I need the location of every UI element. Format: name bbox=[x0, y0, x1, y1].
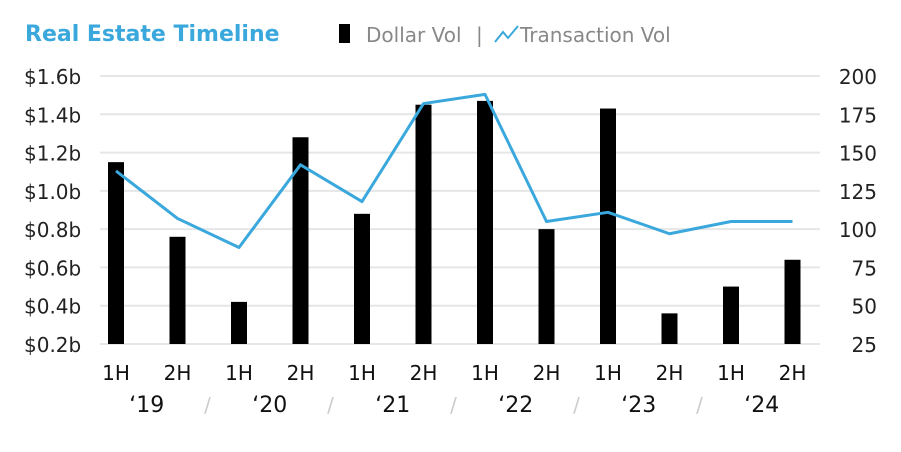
right-axis-tick: 175 bbox=[839, 103, 877, 127]
x-tick-year: ‘23 bbox=[621, 393, 656, 418]
x-tick-year: ‘22 bbox=[498, 393, 533, 418]
bar-dollar-vol bbox=[784, 259, 801, 344]
left-axis-tick: $1.6b bbox=[24, 65, 81, 89]
left-axis-tick: $0.6b bbox=[24, 256, 81, 280]
x-tick-half: 2H bbox=[410, 361, 438, 385]
right-axis-tick: 200 bbox=[839, 65, 877, 89]
legend-label-dollar-vol: Dollar Vol bbox=[366, 23, 462, 47]
bar-dollar-vol bbox=[169, 236, 186, 344]
legend-bar-swatch bbox=[339, 24, 350, 43]
left-axis-tick: $1.4b bbox=[24, 103, 81, 127]
year-separator: / bbox=[204, 393, 211, 417]
right-axis-tick: 75 bbox=[852, 256, 877, 280]
right-axis-tick: 125 bbox=[839, 180, 877, 204]
bar-dollar-vol bbox=[231, 301, 247, 344]
x-tick-year: ‘24 bbox=[744, 393, 779, 418]
x-tick-half: 2H bbox=[779, 361, 807, 385]
chart-title: Real Estate Timeline bbox=[25, 22, 280, 47]
bar-dollar-vol bbox=[661, 313, 678, 344]
legend-separator: | bbox=[476, 23, 483, 47]
bar-dollar-vol bbox=[108, 162, 124, 344]
bar-dollar-vol bbox=[477, 100, 493, 344]
x-tick-year: ‘20 bbox=[252, 393, 287, 418]
bar-dollar-vol bbox=[723, 286, 739, 344]
x-tick-half: 1H bbox=[102, 361, 130, 385]
right-axis-tick: 100 bbox=[839, 218, 877, 242]
x-tick-half: 2H bbox=[656, 361, 684, 385]
right-axis-tick: 50 bbox=[852, 295, 877, 319]
year-separator: / bbox=[327, 393, 334, 417]
left-axis-tick: $0.8b bbox=[24, 218, 81, 242]
year-separator: / bbox=[450, 393, 457, 417]
bar-dollar-vol bbox=[292, 137, 309, 344]
legend-line-swatch bbox=[494, 25, 519, 43]
right-axis-tick: 150 bbox=[839, 142, 877, 166]
left-axis-tick: $0.2b bbox=[24, 333, 81, 357]
x-tick-year: ‘21 bbox=[375, 393, 410, 418]
line-transaction-vol bbox=[115, 92, 793, 250]
x-tick-year: ‘19 bbox=[129, 393, 164, 418]
x-tick-half: 1H bbox=[594, 361, 622, 385]
x-tick-half: 2H bbox=[164, 361, 192, 385]
bar-dollar-vol bbox=[538, 229, 555, 344]
bar-dollar-vol bbox=[600, 108, 616, 345]
year-separator: / bbox=[696, 393, 703, 417]
right-axis-tick: 25 bbox=[852, 333, 877, 357]
bar-dollar-vol bbox=[354, 213, 370, 344]
x-tick-half: 1H bbox=[717, 361, 745, 385]
bar-dollar-vol bbox=[415, 104, 432, 344]
x-tick-half: 2H bbox=[287, 361, 315, 385]
left-axis-tick: $0.4b bbox=[24, 295, 81, 319]
x-tick-half: 2H bbox=[533, 361, 561, 385]
year-separator: / bbox=[573, 393, 580, 417]
left-axis-tick: $1.0b bbox=[24, 180, 81, 204]
x-tick-half: 1H bbox=[225, 361, 253, 385]
x-tick-half: 1H bbox=[471, 361, 499, 385]
left-axis-tick: $1.2b bbox=[24, 142, 81, 166]
legend-label-transaction-vol: Transaction Vol bbox=[519, 23, 671, 47]
x-tick-half: 1H bbox=[348, 361, 376, 385]
